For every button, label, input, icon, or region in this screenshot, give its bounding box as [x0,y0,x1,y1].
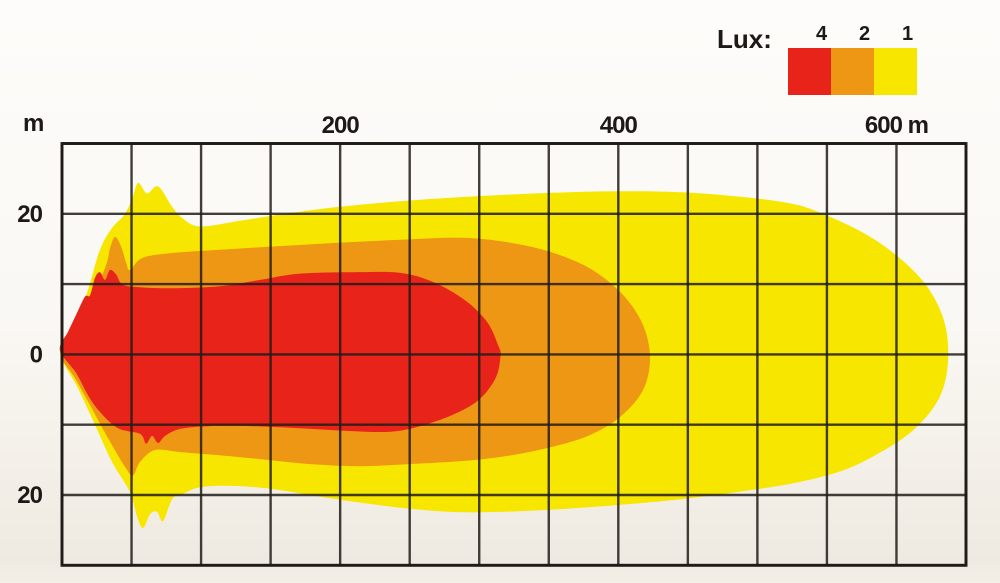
legend-title: Lux: [717,24,772,54]
legend-value-label: 2 [858,23,871,45]
y-tick-label: 20 [17,201,42,228]
legend-swatch-yellow [874,48,917,95]
legend-item-1-lux: 1 [874,23,917,95]
grid-border [60,142,968,567]
legend: Lux: 4 2 1 [717,22,977,100]
legend-item-4-lux: 4 [788,23,831,95]
y-axis-unit-label: m [23,110,43,137]
beam-contour-4-lux [59,269,501,444]
legend-swatch-red [788,48,831,95]
y-tick-label: 20 [17,482,42,509]
x-tick-label: 200 [322,112,360,139]
grid-layer [60,142,968,567]
legend-band: 4 2 1 [788,23,917,95]
x-tick-label: 400 [600,112,638,139]
legend-value-label: 1 [901,23,914,45]
x-tick-label: 600 m [865,112,928,139]
y-tick-label: 0 [30,341,43,368]
legend-value-label: 4 [815,23,828,45]
legend-item-2-lux: 2 [831,23,874,95]
legend-swatch-orange [831,48,874,95]
